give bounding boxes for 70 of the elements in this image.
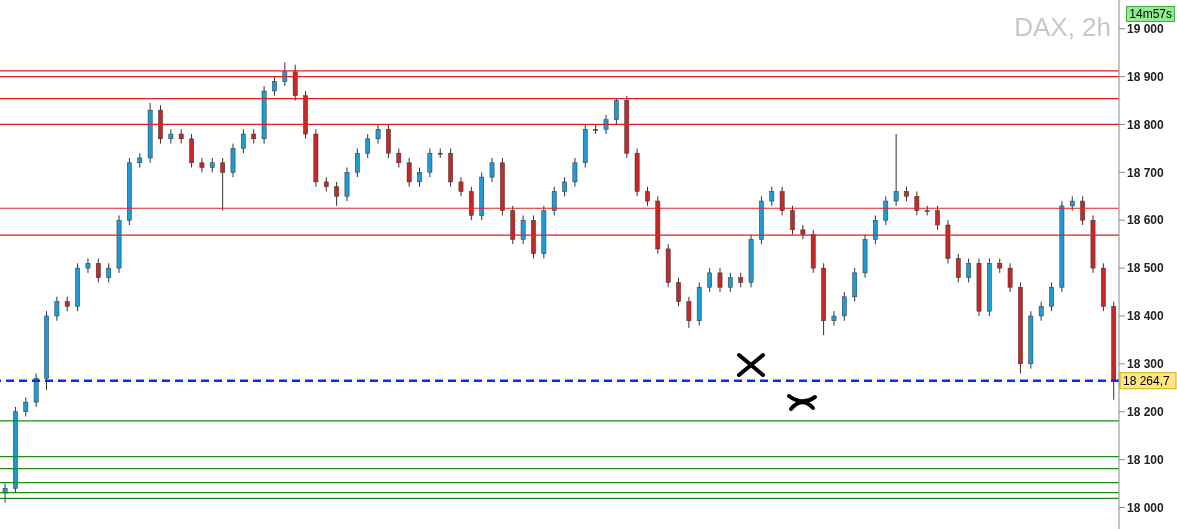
ref-line-label: 18 264,7: [1123, 373, 1171, 388]
candlestick: [1049, 281, 1054, 312]
candlestick: [955, 253, 961, 283]
y-tick-label: 18 700: [1127, 165, 1165, 180]
y-tick-label: 18 000: [1127, 500, 1165, 515]
candlestick: [717, 267, 723, 293]
candlestick: [458, 176, 464, 197]
y-tick-label: 18 400: [1127, 309, 1165, 324]
candlestick: [272, 76, 277, 97]
candlestick: [417, 167, 422, 188]
candlestick: [106, 262, 112, 283]
candlestick: [355, 147, 360, 178]
candlestick: [199, 157, 205, 173]
candlestick: [1080, 195, 1085, 226]
candlestick: [334, 181, 339, 207]
y-tick-label: 18 300: [1127, 357, 1165, 372]
candlestick: [707, 267, 712, 293]
candlestick: [396, 147, 402, 169]
candlestick: [386, 123, 391, 159]
candlestick: [95, 258, 101, 283]
candlestick: [686, 296, 692, 329]
candlestick: [562, 176, 567, 197]
candlestick: [914, 190, 920, 216]
y-tick-label: 18 500: [1127, 261, 1165, 276]
candlestick: [852, 267, 858, 303]
candlestick: [85, 258, 91, 274]
candlestick: [220, 157, 226, 212]
candlestick: [489, 157, 495, 183]
candlestick: [614, 97, 619, 125]
candlestick: [230, 143, 236, 178]
candlestick: [1007, 262, 1013, 293]
candlestick: [365, 133, 371, 159]
y-tick-label: 18 800: [1127, 117, 1165, 132]
candlestick: [23, 396, 29, 417]
y-tick-label: 18 100: [1127, 452, 1165, 467]
candlestick: [841, 291, 847, 322]
candlestick: [603, 114, 609, 135]
candlestick: [873, 214, 878, 245]
candlestick: [33, 372, 39, 408]
y-tick-label: 18 200: [1127, 404, 1165, 419]
candlestick: [292, 64, 298, 102]
candlestick: [375, 123, 381, 145]
candlestick: [344, 167, 350, 202]
candlestick: [769, 186, 775, 207]
candlestick: [427, 147, 433, 178]
candlestick: [406, 157, 412, 188]
candlestick: [54, 296, 60, 322]
candlestick: [935, 205, 940, 231]
candlestick: [790, 205, 795, 236]
candlestick: [966, 258, 972, 283]
candlestick: [282, 61, 288, 87]
candlestick: [831, 310, 837, 327]
candlestick: [241, 128, 246, 154]
y-tick-label: 18 900: [1127, 69, 1165, 84]
candlestick: [168, 128, 174, 145]
candlestick: [520, 214, 526, 245]
y-tick-label: 18 600: [1127, 213, 1165, 228]
candlestick: [883, 195, 889, 226]
candlestick: [676, 277, 681, 307]
candlestick: [728, 272, 733, 293]
y-tick-label: 19 000: [1127, 21, 1165, 36]
candlestick: [189, 133, 194, 169]
candlestick: [572, 157, 578, 188]
candlestick: [893, 133, 899, 207]
candlestick: [1038, 301, 1044, 322]
candlestick: [468, 186, 474, 221]
candlestick: [551, 186, 557, 216]
text: 14m57s: [1126, 6, 1175, 22]
candlestick: [779, 186, 785, 216]
candlestick: [645, 186, 650, 207]
